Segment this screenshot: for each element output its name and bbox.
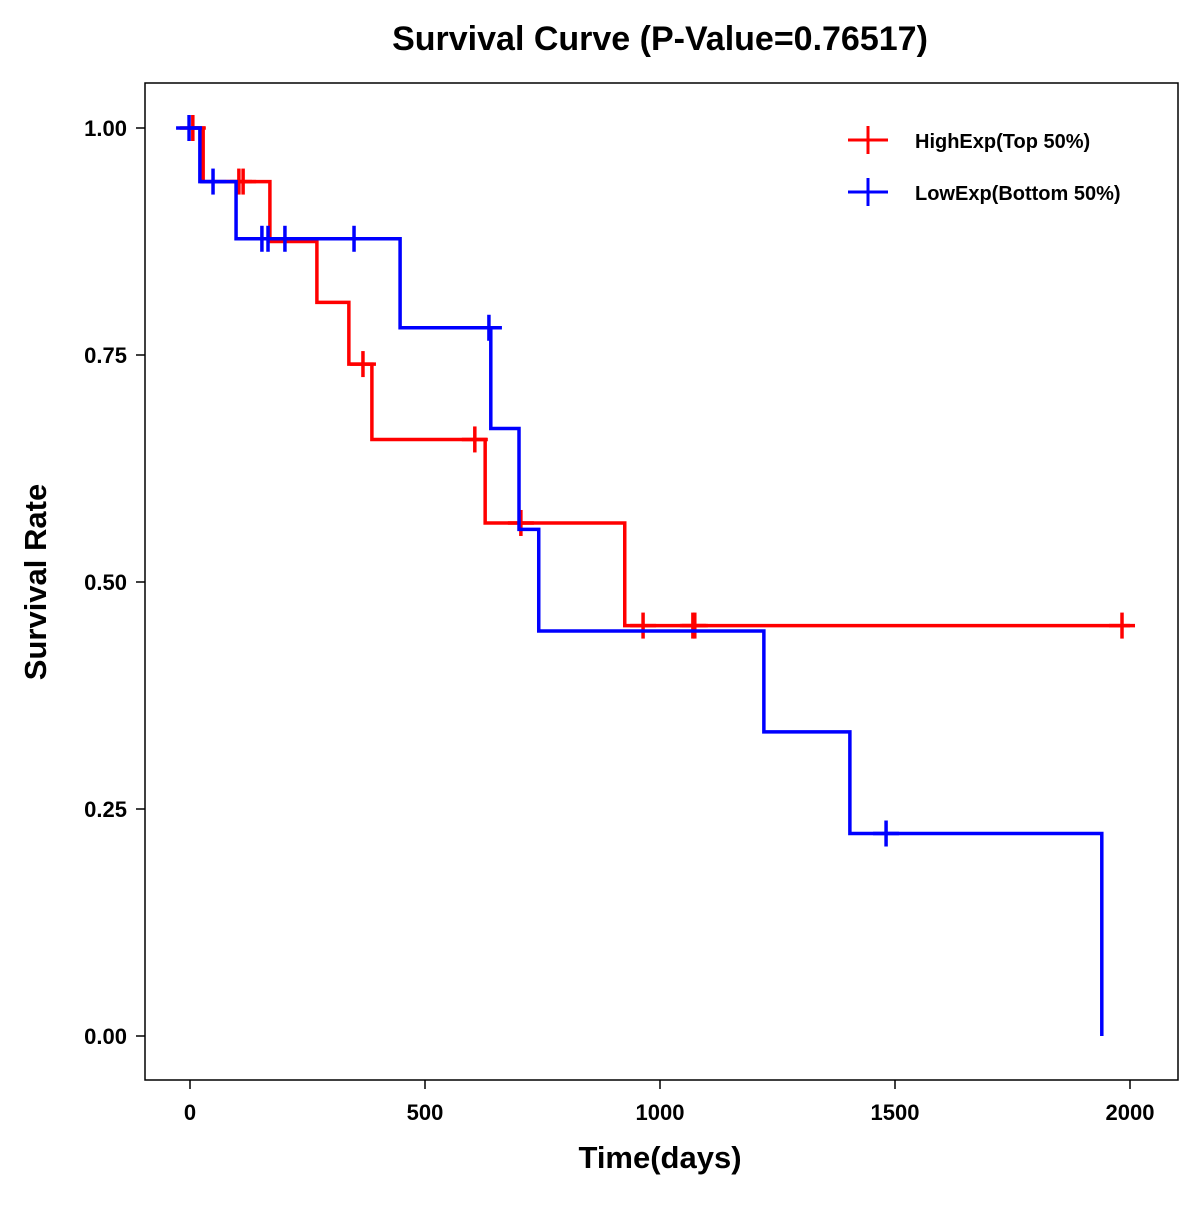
y-axis-label: Survival Rate xyxy=(18,484,53,680)
legend-item-low: LowExp(Bottom 50%) xyxy=(848,178,1121,206)
y-tick-label: 0.75 xyxy=(84,343,127,368)
censor-mark xyxy=(341,225,368,252)
censor-mark xyxy=(271,225,298,252)
x-tick-label: 1500 xyxy=(871,1100,920,1125)
legend-item-high: HighExp(Top 50%) xyxy=(848,126,1090,154)
y-tick-label: 1.00 xyxy=(84,116,127,141)
legend-label-high: HighExp(Top 50%) xyxy=(915,131,1090,153)
x-tick-label: 0 xyxy=(184,1100,196,1125)
legend: HighExp(Top 50%) LowExp(Bottom 50%) xyxy=(848,126,1121,206)
chart-title: Survival Curve (P-Value=0.76517) xyxy=(392,20,928,58)
censor-mark xyxy=(630,612,657,639)
censor-mark xyxy=(176,115,203,141)
survival-curve-low xyxy=(187,126,1104,1036)
x-tick-label: 2000 xyxy=(1106,1100,1155,1125)
series-group xyxy=(176,115,1136,1036)
y-tick-label: 0.25 xyxy=(84,797,127,822)
censor-mark xyxy=(200,168,227,195)
legend-label-low: LowExp(Bottom 50%) xyxy=(915,183,1121,205)
x-axis-label: Time(days) xyxy=(578,1140,741,1175)
censor-mark xyxy=(873,820,900,847)
y-axis: 0.00 0.25 0.50 0.75 1.00 xyxy=(84,116,145,1049)
plot-panel xyxy=(144,82,1179,1081)
x-tick-label: 1000 xyxy=(636,1100,685,1125)
y-tick-label: 0.50 xyxy=(84,570,127,595)
x-axis: 0 500 1000 1500 2000 xyxy=(184,1080,1155,1125)
censor-mark xyxy=(475,314,502,341)
censor-mark xyxy=(681,612,708,639)
censor-mark xyxy=(1109,612,1136,639)
censor-mark xyxy=(461,426,488,453)
censor-mark xyxy=(349,351,376,378)
censor-mark xyxy=(507,509,534,536)
x-tick-label: 500 xyxy=(407,1100,444,1125)
y-tick-label: 0.00 xyxy=(84,1024,127,1049)
